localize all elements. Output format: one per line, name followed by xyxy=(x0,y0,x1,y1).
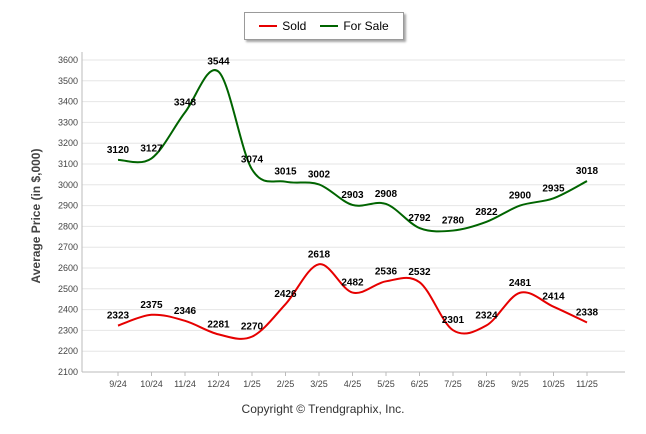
x-tick-label: 11/25 xyxy=(576,379,598,389)
data-label-sold: 2324 xyxy=(475,310,498,321)
x-tick-label: 1/25 xyxy=(243,379,261,389)
data-label-for-sale: 3018 xyxy=(576,166,599,177)
data-label-for-sale: 3544 xyxy=(207,57,230,68)
y-tick-label: 3400 xyxy=(58,97,78,107)
y-tick-label: 2900 xyxy=(58,201,78,211)
data-label-sold: 2346 xyxy=(174,306,197,317)
copyright-text: Copyright © Trendgraphix, Inc. xyxy=(241,402,405,416)
y-tick-label: 3000 xyxy=(58,180,78,190)
y-tick-label: 2200 xyxy=(58,346,78,356)
x-tick-label: 6/25 xyxy=(411,379,429,389)
data-label-for-sale: 3127 xyxy=(140,143,163,154)
data-label-for-sale: 2780 xyxy=(442,216,465,227)
legend-swatch-sold xyxy=(259,25,278,27)
legend-item-for-sale[interactable]: For Sale xyxy=(320,19,389,33)
y-tick-label: 2500 xyxy=(58,284,78,294)
data-label-sold: 2481 xyxy=(509,278,532,289)
x-tick-label: 9/24 xyxy=(109,379,127,389)
data-label-for-sale: 3002 xyxy=(308,169,331,180)
data-label-for-sale: 2822 xyxy=(475,207,498,218)
legend-swatch-for-sale xyxy=(320,25,339,27)
y-tick-label: 3200 xyxy=(58,138,78,148)
data-label-for-sale: 2908 xyxy=(375,189,398,200)
data-label-sold: 2618 xyxy=(308,249,331,260)
x-tick-label: 2/25 xyxy=(277,379,295,389)
data-label-for-sale: 2903 xyxy=(341,190,364,201)
data-label-for-sale: 2900 xyxy=(509,191,532,202)
x-tick-label: 11/24 xyxy=(174,379,196,389)
legend-item-sold[interactable]: Sold xyxy=(259,19,306,33)
data-label-for-sale: 3074 xyxy=(241,154,264,165)
data-label-sold: 2536 xyxy=(375,266,398,277)
x-tick-label: 4/25 xyxy=(344,379,362,389)
data-label-for-sale: 3120 xyxy=(107,145,130,156)
y-tick-label: 2600 xyxy=(58,263,78,273)
data-label-for-sale: 3348 xyxy=(174,97,197,108)
series-line-for-sale xyxy=(117,69,588,233)
x-tick-label: 7/25 xyxy=(444,379,462,389)
data-label-sold: 2323 xyxy=(107,311,130,322)
data-label-sold: 2414 xyxy=(542,292,565,303)
y-axis-title: Average Price (in $,000) xyxy=(29,149,43,284)
x-tick-label: 3/25 xyxy=(310,379,328,389)
x-tick-label: 10/25 xyxy=(542,379,565,389)
data-label-sold: 2532 xyxy=(408,267,431,278)
x-tick-label: 12/24 xyxy=(207,379,230,389)
data-label-for-sale: 3015 xyxy=(274,167,297,178)
x-tick-label: 9/25 xyxy=(511,379,529,389)
legend-label-for-sale: For Sale xyxy=(343,19,389,33)
data-label-sold: 2301 xyxy=(442,315,465,326)
series-line-sold xyxy=(117,263,588,340)
y-tick-label: 2100 xyxy=(58,367,78,377)
data-label-sold: 2482 xyxy=(341,278,364,289)
x-tick-label: 8/25 xyxy=(478,379,496,389)
x-tick-label: 5/25 xyxy=(377,379,395,389)
data-label-sold: 2281 xyxy=(207,319,230,330)
data-label-sold: 2338 xyxy=(576,307,599,318)
data-label-for-sale: 2935 xyxy=(542,183,565,194)
data-label-for-sale: 2792 xyxy=(408,213,431,224)
y-tick-label: 3600 xyxy=(58,55,78,65)
data-label-sold: 2375 xyxy=(140,300,163,311)
y-tick-label: 3500 xyxy=(58,76,78,86)
y-tick-label: 2300 xyxy=(58,325,78,335)
data-label-sold: 2426 xyxy=(274,289,297,300)
x-tick-label: 10/24 xyxy=(140,379,163,389)
y-tick-label: 2800 xyxy=(58,221,78,231)
legend-label-sold: Sold xyxy=(282,19,307,33)
chart-legend: Sold For Sale xyxy=(244,12,404,40)
data-label-sold: 2270 xyxy=(241,322,264,333)
y-tick-label: 2400 xyxy=(58,305,78,315)
y-tick-label: 3300 xyxy=(58,117,78,127)
y-tick-label: 2700 xyxy=(58,242,78,252)
y-tick-label: 3100 xyxy=(58,159,78,169)
